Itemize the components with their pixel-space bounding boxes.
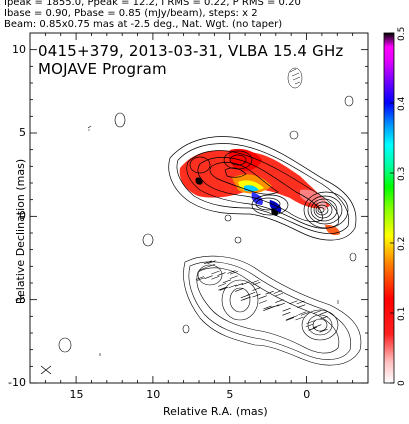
axis-ticks	[30, 33, 368, 384]
polarization-vector	[207, 260, 216, 264]
polarization-vector	[242, 296, 252, 301]
polarization-vector	[313, 324, 322, 328]
polarization-vector	[211, 270, 220, 275]
x-axis-label: Relative R.A. (mas)	[163, 405, 268, 418]
polarization-vector	[252, 287, 261, 291]
polarization-vector	[319, 328, 328, 333]
x-tick-label: 10	[146, 388, 161, 401]
polarization-ticks-upper	[287, 67, 303, 89]
map-title: 0415+379, 2013-03-31, VLBA 15.4 GHz	[38, 42, 344, 60]
polarization-vector	[276, 302, 285, 307]
polarization-vector	[227, 270, 236, 274]
polarization-vector	[275, 299, 284, 303]
polarization-vector	[263, 305, 272, 310]
polarization-vector	[250, 280, 259, 284]
polarization-vector	[222, 279, 231, 284]
polarization-vector	[241, 281, 250, 286]
polarization-vector	[273, 290, 282, 294]
polarization-vector	[218, 286, 227, 291]
colorbar-tick-label: 0.3	[397, 166, 407, 181]
colorbar-tick-label: 0.1	[397, 306, 407, 321]
polarization-vector	[297, 304, 306, 308]
polarization-vector	[266, 305, 275, 310]
polarization-vector	[252, 281, 261, 286]
y-tick-label: 10	[12, 42, 26, 56]
polarization-vector	[295, 316, 304, 321]
polarization-vector	[258, 300, 267, 304]
polarization-vector	[217, 272, 226, 276]
colorbar-tick-label: 0.5	[397, 26, 407, 41]
colorbar	[383, 32, 395, 384]
polarization-vector	[196, 277, 205, 281]
polarization-vector	[203, 260, 213, 265]
polarization-vector	[204, 275, 213, 279]
beam-marker	[40, 365, 52, 375]
colorbar-tick-label: 0.4	[397, 96, 407, 111]
polarization-ticks-lower	[195, 260, 328, 333]
polarization-vector	[300, 312, 309, 316]
polarization-vector	[235, 288, 244, 292]
polarization-vector	[289, 300, 298, 305]
polarization-vector	[308, 326, 317, 331]
polarization-vector	[217, 283, 227, 287]
polarization-vector	[282, 312, 291, 316]
x-tick-label: 0	[303, 388, 311, 401]
polarization-vector	[306, 320, 315, 324]
polarization-vector	[258, 295, 267, 299]
header-line-1: Ipeak = 1855.0, Ppeak = 12.2, I RMS = 0.…	[4, 0, 301, 8]
map-subtitle: MOJAVE Program	[38, 60, 167, 78]
y-tick-label: 5	[19, 126, 26, 139]
colorbar-tick-label: 0	[397, 379, 407, 386]
polarization-vector	[234, 283, 244, 287]
polarization-vector	[229, 275, 238, 279]
colorbar-tick-label: 0.2	[397, 236, 407, 251]
polarization-vector	[319, 316, 328, 320]
polarization-vector	[246, 292, 256, 296]
polarization-vector	[305, 323, 314, 328]
polarization-vector	[289, 315, 298, 319]
polarization-vector	[219, 287, 228, 291]
polarization-vector	[265, 290, 274, 295]
polarization-vector	[229, 270, 239, 275]
x-tick-label: 15	[69, 388, 84, 401]
polarization-vector	[296, 300, 305, 305]
polarization-vector	[252, 293, 261, 298]
header-line-2: Ibase = 0.90, Pbase = 0.85 (mJy/beam), s…	[4, 8, 258, 19]
x-tick-label: 5	[226, 388, 234, 401]
colorbar-ticks	[390, 32, 394, 384]
polarization-vector	[298, 311, 307, 316]
polarization-color-patches	[179, 148, 340, 236]
polarization-vector	[274, 292, 283, 297]
noise-contours	[58, 95, 357, 356]
polarization-vector	[211, 275, 220, 280]
polarization-vector	[263, 307, 272, 311]
polarization-vector	[271, 304, 280, 308]
polarization-vector	[313, 310, 322, 314]
intensity-contours-upper	[168, 136, 357, 241]
polarization-vector	[282, 307, 291, 312]
y-tick-label: 0	[19, 209, 26, 223]
y-tick-label: -10	[8, 376, 26, 389]
polarization-vector	[207, 263, 216, 268]
polarization-vector	[198, 267, 207, 271]
polarization-vector	[195, 276, 205, 280]
intensity-contours-lower	[183, 255, 362, 366]
polarization-vector	[285, 317, 294, 321]
polarization-vector	[319, 311, 328, 315]
header-line-3: Beam: 0.85x0.75 mas at -2.5 deg., Nat. W…	[4, 19, 283, 30]
y-tick-label: -5	[15, 292, 26, 306]
polarization-vector	[228, 284, 237, 289]
y-axis-label: Relative Declination (mas)	[14, 158, 28, 305]
